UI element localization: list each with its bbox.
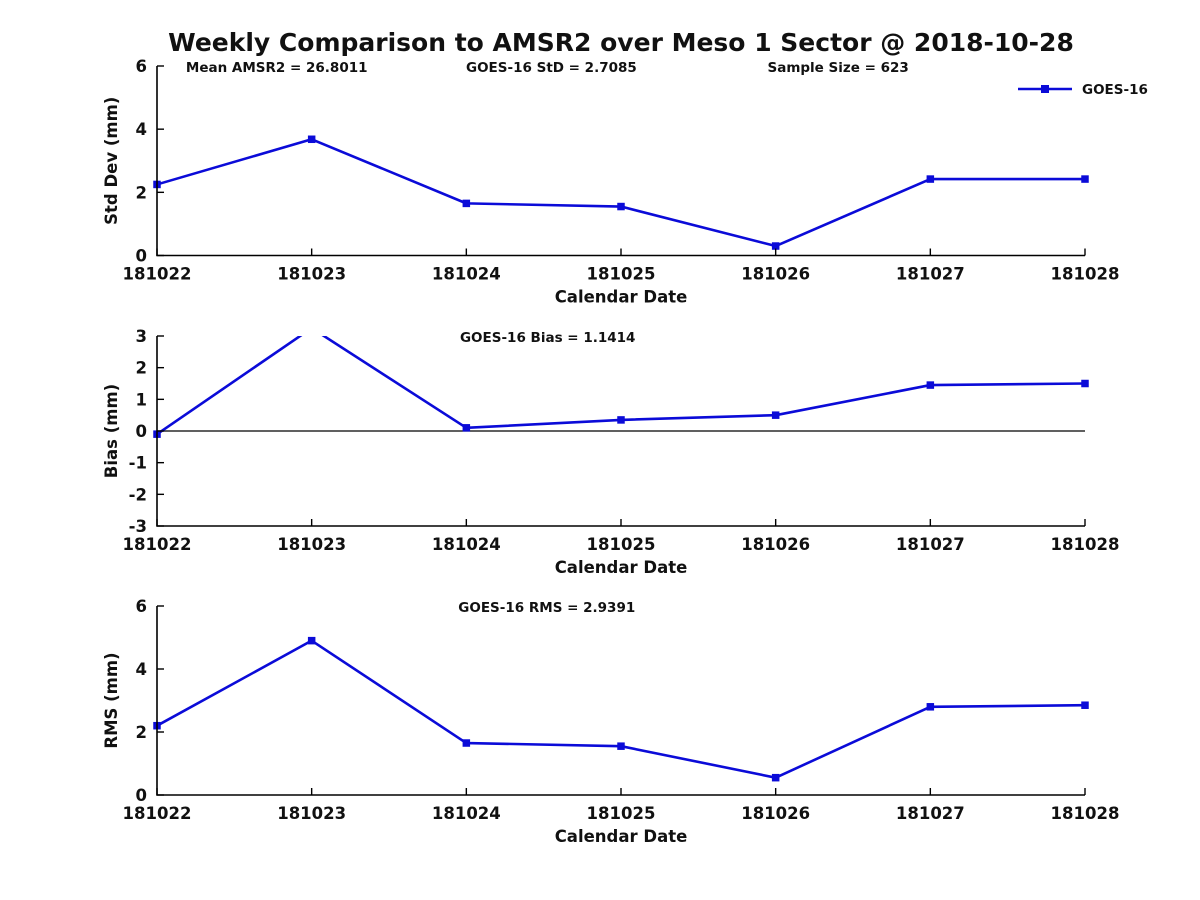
x-tick-label: 181022 — [123, 535, 192, 554]
y-tick-label: 2 — [136, 183, 147, 202]
data-point-marker — [926, 381, 935, 389]
y-tick-label: 2 — [136, 723, 147, 742]
y-tick-label: 6 — [136, 597, 147, 616]
x-tick-label: 181023 — [277, 804, 346, 823]
x-tick-label: 181028 — [1051, 535, 1120, 554]
data-point-marker — [926, 703, 935, 711]
legend-label: GOES-16 — [1082, 82, 1148, 98]
data-point-marker — [462, 739, 471, 747]
x-tick-label: 181028 — [1051, 804, 1120, 823]
x-tick-label: 181026 — [741, 265, 810, 284]
x-tick-label: 181027 — [896, 535, 965, 554]
x-tick-label: 181026 — [741, 804, 810, 823]
legend: GOES-16 — [1018, 82, 1148, 98]
data-point-marker — [617, 202, 625, 211]
x-axis-title: Calendar Date — [555, 558, 688, 577]
y-tick-label: 0 — [136, 247, 147, 266]
series-line — [156, 137, 1085, 248]
data-point-marker — [1081, 175, 1089, 183]
x-tick-label: 181028 — [1051, 265, 1120, 284]
series-line — [156, 639, 1086, 779]
data-point-marker — [307, 135, 316, 144]
data-point-marker — [1081, 379, 1089, 388]
y-axis-title: Std Dev (mm) — [102, 97, 121, 225]
x-tick-label: 181025 — [587, 535, 656, 554]
annotation: Sample Size = 623 — [767, 60, 908, 76]
y-tick-label: 1 — [136, 390, 147, 409]
axis-spine — [156, 66, 1085, 257]
y-tick-label: 6 — [136, 57, 147, 76]
chart-title: Weekly Comparison to AMSR2 over Meso 1 S… — [168, 28, 1074, 57]
legend-marker — [1041, 85, 1049, 93]
y-tick-label: 3 — [136, 327, 147, 346]
data-point-marker — [1081, 701, 1089, 709]
data-point-marker — [462, 424, 471, 432]
axis-spine — [156, 606, 1085, 796]
x-axis-title: Calendar Date — [555, 288, 688, 307]
x-tick-label: 181026 — [741, 535, 810, 554]
subplot-rms-panel: 181022 181023 181024 181025 181026 181027 1810… — [102, 597, 1119, 846]
x-tick-label: 181024 — [432, 535, 501, 554]
data-point-marker — [308, 324, 316, 332]
x-tick-label: 181024 — [432, 265, 501, 284]
y-tick-label: 0 — [136, 422, 147, 441]
y-axis-title: RMS (mm) — [102, 652, 121, 748]
x-tick-label: 181024 — [432, 804, 501, 823]
y-tick-label: -2 — [129, 485, 147, 504]
y-tick-label: 4 — [136, 660, 147, 679]
x-axis-title: Calendar Date — [555, 827, 688, 846]
annotation: GOES-16 RMS = 2.9391 — [458, 600, 635, 616]
data-point-marker — [462, 199, 471, 208]
annotation: GOES-16 Bias = 1.1414 — [460, 330, 635, 346]
data-point-marker — [771, 411, 780, 419]
y-tick-label: -3 — [129, 517, 147, 536]
x-tick-label: 181022 — [123, 804, 192, 823]
data-point-marker — [617, 416, 625, 424]
subplot-bias-panel: 181022 181023 181024 181025 181026 181027 1810… — [102, 324, 1120, 577]
y-tick-label: 0 — [136, 786, 147, 805]
x-tick-label: 181025 — [587, 804, 656, 823]
data-point-marker — [771, 773, 780, 782]
x-tick-label: 181023 — [277, 265, 346, 284]
data-point-marker — [617, 742, 625, 750]
x-tick-label: 181025 — [587, 265, 656, 284]
y-tick-label: 2 — [136, 359, 147, 378]
y-tick-label: -1 — [129, 454, 147, 473]
x-tick-label: 181027 — [896, 804, 965, 823]
x-tick-label: 181022 — [123, 265, 192, 284]
annotation: Mean AMSR2 = 26.8011 — [186, 60, 368, 76]
data-point-marker — [926, 175, 935, 183]
data-point-marker — [771, 242, 780, 250]
data-point-marker — [307, 636, 316, 645]
annotation: GOES-16 StD = 2.7085 — [466, 60, 637, 76]
y-axis-title: Bias (mm) — [102, 384, 121, 478]
subplot-std-dev-panel: 181022 181023 181024 181025 181026 181027 1810… — [102, 57, 1148, 307]
x-tick-label: 181027 — [896, 265, 965, 284]
x-tick-label: 181023 — [277, 535, 346, 554]
y-tick-label: 4 — [136, 120, 147, 139]
series-GOES-16 — [153, 135, 1089, 250]
series-GOES-16 — [153, 636, 1089, 782]
